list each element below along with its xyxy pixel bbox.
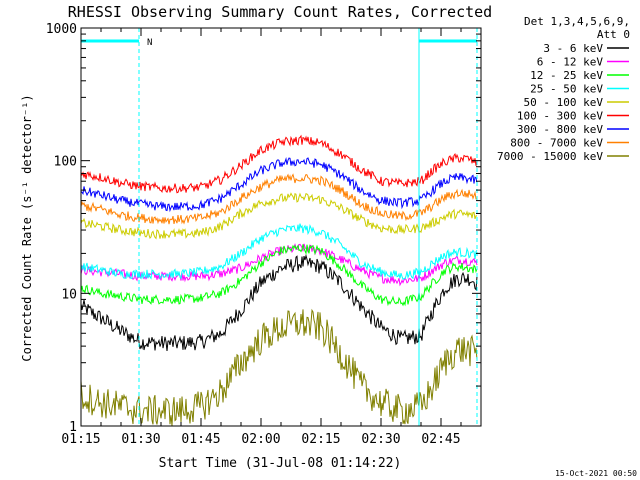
y-axis-label: Corrected Count Rate (s⁻¹ detector⁻¹) <box>20 94 34 361</box>
legend-header-line-2: Att 0 <box>597 28 630 41</box>
legend-label-8: 7000 - 15000 keV <box>497 150 603 163</box>
legend-header-line-1: Det 1,3,4,5,6,9, <box>524 15 630 28</box>
y-tick-label-1: 10 <box>61 287 77 302</box>
x-tick-label-0: 01:15 <box>61 432 100 447</box>
legend-label-0: 3 - 6 keV <box>543 42 603 55</box>
night-flag-label: N <box>147 38 152 48</box>
series-line-8 <box>80 308 478 426</box>
y-tick-label-0: 1 <box>69 420 77 435</box>
series-line-4 <box>80 192 478 240</box>
legend-label-2: 12 - 25 keV <box>530 69 603 82</box>
legend-label-4: 50 - 100 keV <box>524 96 604 109</box>
x-tick-label-1: 01:30 <box>121 432 160 447</box>
plot-lines <box>80 134 478 426</box>
x-tick-label-5: 02:30 <box>361 432 400 447</box>
x-tick-label-2: 01:45 <box>181 432 220 447</box>
series-line-5 <box>80 134 478 194</box>
x-tick-label-3: 02:00 <box>241 432 280 447</box>
series-line-3 <box>80 223 478 280</box>
y-tick-label-2: 100 <box>54 155 77 170</box>
series-line-7 <box>80 173 478 225</box>
axes: 01:15 01:30 01:45 02:00 02:15 02:30 02:45 1 10 10… <box>46 22 481 447</box>
x-tick-label-4: 02:15 <box>301 432 340 447</box>
series-line-0 <box>80 253 478 352</box>
legend-label-1: 6 - 12 keV <box>537 56 604 69</box>
plot-frame <box>80 27 482 427</box>
legend-label-6: 300 - 800 keV <box>517 123 603 136</box>
timestamp: 15-Oct-2021 00:50 <box>555 469 637 478</box>
y-tick-label-3: 1000 <box>46 22 77 37</box>
legend-label-5: 100 - 300 keV <box>517 110 603 123</box>
legend-label-3: 25 - 50 keV <box>530 83 603 96</box>
legend-label-7: 800 - 7000 keV <box>510 137 603 150</box>
series-line-6 <box>80 157 478 213</box>
series-line-2 <box>80 244 478 307</box>
chart-title: RHESSI Observing Summary Count Rates, Co… <box>68 3 492 21</box>
x-tick-label-6: 02:45 <box>421 432 460 447</box>
x-axis-label: Start Time (31-Jul-08 01:14:22) <box>159 456 402 471</box>
series-line-1 <box>80 243 478 287</box>
